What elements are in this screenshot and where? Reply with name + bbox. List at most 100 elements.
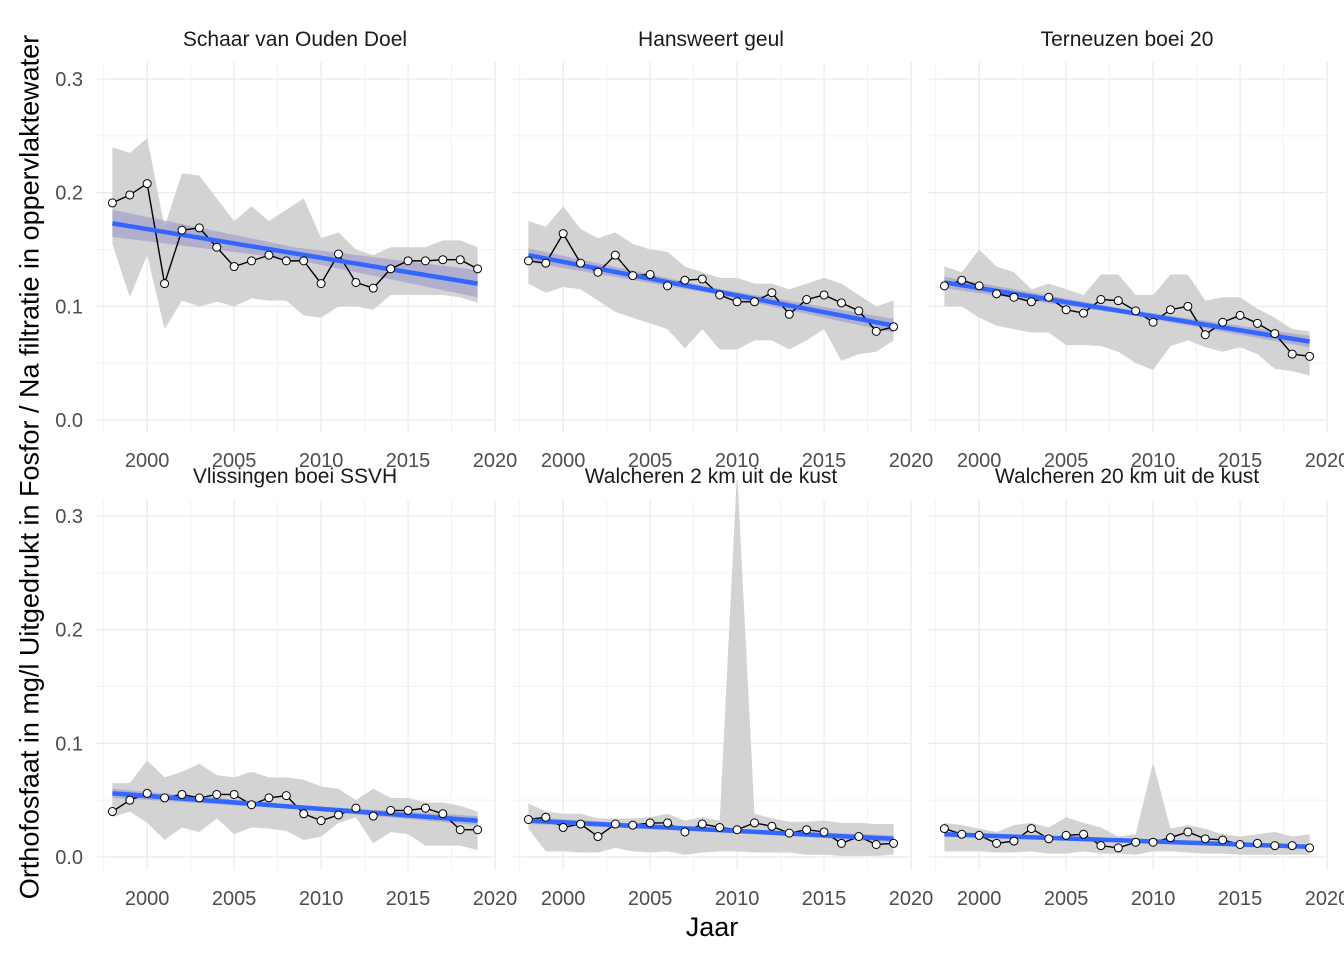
data-point	[438, 809, 448, 819]
data-point	[247, 800, 257, 810]
trend-line	[112, 221, 478, 286]
panel-title: Schaar van Ouden Doel	[183, 28, 407, 51]
data-point	[1148, 837, 1158, 847]
data-point	[889, 322, 899, 332]
data-point	[1044, 292, 1054, 302]
data-point	[558, 822, 568, 832]
trend-line	[944, 280, 1310, 344]
data-point	[403, 805, 413, 815]
panel-title: Hansweert geul	[638, 28, 784, 51]
data-point	[697, 819, 707, 829]
panel: Schaar van Ouden Doel 2000 2005 2010 2015 202…	[55, 28, 517, 472]
data-point	[194, 793, 204, 803]
x-tick-label: 2000	[125, 888, 170, 910]
trend-line	[112, 791, 478, 823]
data-point	[403, 256, 413, 266]
data-point	[1026, 824, 1036, 834]
data-point	[1200, 330, 1210, 340]
data-point	[663, 818, 673, 828]
data-point	[802, 825, 812, 835]
x-tick-label: 2005	[1044, 888, 1089, 910]
data-point	[351, 277, 361, 287]
data-point	[368, 811, 378, 821]
data-point	[194, 223, 204, 233]
data-point	[229, 262, 239, 272]
x-tick-label: 2020	[1305, 888, 1344, 910]
data-point	[1270, 841, 1280, 851]
data-point	[107, 198, 117, 208]
data-point	[784, 309, 794, 319]
x-tick-label: 2010	[715, 888, 760, 910]
data-point	[333, 810, 343, 820]
data-point	[697, 274, 707, 284]
data-point	[1131, 837, 1141, 847]
panel: Walcheren 2 km uit de kust 2000 2005 2010 20…	[511, 465, 933, 910]
data-point	[264, 793, 274, 803]
data-point	[299, 256, 309, 266]
x-axis-label: Jaar	[685, 912, 739, 942]
x-tick-label: 2000	[957, 888, 1002, 910]
panel-title: Vlissingen boei SSVH	[193, 465, 397, 488]
x-tick-label: 2005	[1044, 450, 1089, 472]
data-point	[177, 225, 187, 235]
data-point	[333, 249, 343, 259]
series-line	[112, 182, 478, 289]
panel: Vlissingen boei SSVH 2000 2005 2010 2015 2020…	[55, 465, 517, 910]
data-point	[1200, 834, 1210, 844]
data-point	[1131, 306, 1141, 316]
data-point	[974, 281, 984, 291]
series-line	[944, 279, 1310, 358]
y-axis-label-container: Orthofosfaat in mg/l Uitgedrukt in Fosfo…	[0, 0, 60, 960]
data-point	[957, 275, 967, 285]
data-point	[142, 788, 152, 798]
data-point	[576, 819, 586, 829]
x-tick-label: 2005	[628, 450, 673, 472]
data-point	[455, 825, 465, 835]
data-point	[645, 270, 655, 280]
data-point	[1148, 317, 1158, 327]
data-point	[576, 258, 586, 268]
x-tick-label: 2020	[473, 450, 518, 472]
range-band	[112, 138, 478, 330]
range-band	[528, 480, 894, 856]
x-tick-label: 2015	[1218, 450, 1263, 472]
panel-plot	[939, 249, 1315, 376]
panel: Terneuzen boei 20 2000 2005 2010 2015 2020	[927, 28, 1344, 472]
data-point	[299, 809, 309, 819]
data-point	[802, 295, 812, 305]
y-tick-label: 0.3	[55, 69, 83, 91]
data-point	[593, 267, 603, 277]
data-point	[281, 791, 291, 801]
data-point	[1165, 833, 1175, 843]
data-point	[784, 828, 794, 838]
x-tick-label: 2015	[386, 450, 431, 472]
data-point	[160, 279, 170, 289]
x-tick-label: 2020	[889, 888, 934, 910]
data-point	[1113, 296, 1123, 306]
y-tick-label: 0.0	[55, 410, 83, 432]
panel-plot	[523, 206, 899, 361]
data-point	[368, 283, 378, 293]
x-tick-label: 2010	[715, 450, 760, 472]
data-point	[645, 818, 655, 828]
data-point	[836, 838, 846, 848]
x-tick-label: 2010	[1131, 888, 1176, 910]
data-point	[386, 264, 396, 274]
data-point	[1009, 836, 1019, 846]
panel-plot	[523, 480, 899, 856]
y-tick-label: 0.1	[55, 296, 83, 318]
data-point	[1113, 843, 1123, 853]
data-point	[473, 825, 483, 835]
data-point	[1218, 835, 1228, 845]
data-point	[871, 839, 881, 849]
data-point	[610, 819, 620, 829]
data-point	[1218, 317, 1228, 327]
panel-title: Terneuzen boei 20	[1041, 28, 1214, 51]
data-point	[628, 820, 638, 830]
panel-plot	[939, 762, 1315, 855]
panel-plot	[107, 760, 483, 851]
y-tick-label: 0.1	[55, 733, 83, 755]
data-point	[836, 298, 846, 308]
data-point	[316, 279, 326, 289]
data-point	[663, 281, 673, 291]
